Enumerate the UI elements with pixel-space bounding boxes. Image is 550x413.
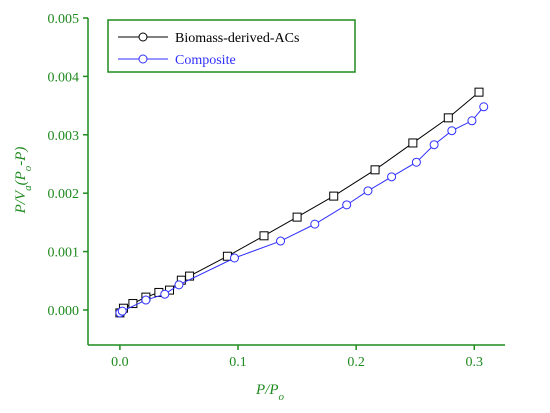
x-axis-label-part: o — [279, 391, 285, 403]
x-tick-label: 0.2 — [347, 355, 365, 370]
y-axis-label-part: (P — [13, 171, 29, 185]
y-axis-label: P/Va(Po-P) — [13, 147, 34, 215]
x-axis-label: P/Po — [255, 382, 285, 403]
x-tick-label: 0.3 — [466, 355, 484, 370]
x-tick-label: 0.1 — [229, 355, 247, 370]
marker — [479, 102, 489, 112]
y-axis-label-part: a — [22, 185, 34, 191]
marker — [141, 295, 151, 305]
y-tick-label: 0.002 — [48, 187, 80, 202]
legend-label: Composite — [175, 53, 236, 68]
marker — [411, 157, 421, 167]
marker — [363, 186, 373, 196]
x-axis-label-part: P/P — [255, 382, 279, 398]
marker — [117, 306, 127, 316]
marker — [474, 87, 484, 97]
marker — [408, 138, 418, 148]
x-tick-label: 0.0 — [111, 355, 129, 370]
y-axis-label-part: o — [22, 165, 34, 171]
marker — [128, 299, 138, 309]
y-axis-label-part: P/V — [13, 189, 29, 214]
marker — [429, 140, 439, 150]
marker — [174, 280, 184, 290]
y-tick-label: 0.005 — [48, 12, 80, 27]
marker — [387, 172, 397, 182]
marker — [292, 212, 302, 222]
marker — [276, 236, 286, 246]
y-tick-label: 0.003 — [48, 129, 80, 144]
marker — [259, 231, 269, 241]
marker — [342, 200, 352, 210]
y-tick-label: 0.004 — [48, 70, 80, 85]
marker — [329, 191, 339, 201]
series-line — [119, 91, 480, 314]
marker — [443, 113, 453, 123]
marker — [160, 289, 170, 299]
legend-marker — [138, 32, 148, 42]
y-tick-label: 0.001 — [48, 246, 80, 261]
marker — [447, 126, 457, 136]
legend-label: Biomass-derived-ACs — [175, 31, 299, 46]
marker — [310, 219, 320, 229]
legend-marker — [138, 54, 148, 64]
y-tick-label: 0.000 — [48, 304, 80, 319]
legend-box — [107, 19, 356, 73]
marker — [467, 116, 477, 126]
marker — [229, 253, 239, 263]
marker — [370, 165, 380, 175]
y-axis-label-part: -P) — [13, 147, 29, 166]
series-line — [119, 106, 485, 314]
